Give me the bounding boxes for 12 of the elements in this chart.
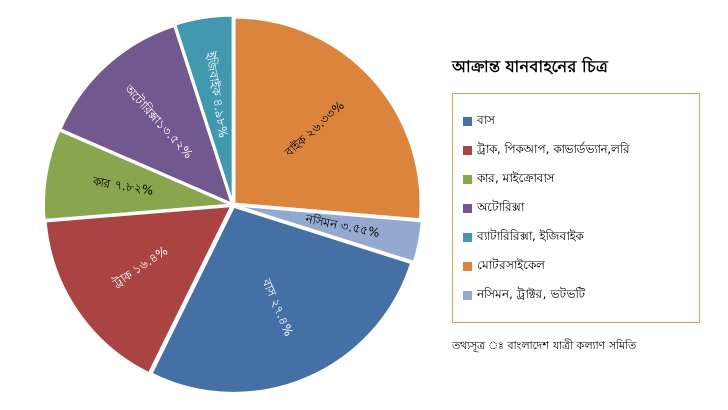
legend-label: কার, মাইক্রোবাস — [477, 170, 555, 187]
legend-label: নসিমন, ট্রাক্টর, ভটভটি — [477, 286, 586, 303]
text: আক্রান্ত যানবাহনের চিত্র — [452, 56, 610, 78]
legend-label: ব্যাটারিরিক্সা, ইজিবাইক — [477, 228, 584, 245]
legend-label: বাস — [477, 112, 495, 129]
data-label: কার ৭.৮২% — [90, 174, 154, 198]
legend-label: মোটরসাইকেল — [477, 256, 545, 274]
legend-label: অটোরিক্সা — [477, 198, 524, 216]
text: তথ্যসূত্র ঃ বাংলাদেশ যাত্রী কল্যাণ সমিতি — [452, 338, 638, 354]
data-label: নসিমন ৩.৫৫% — [304, 211, 381, 240]
data-label: ইজিবাইক ৪.৯৮% — [202, 50, 230, 139]
legend-label: ট্রাক, পিকআপ, কাভার্ডভ্যান,লরি — [477, 140, 630, 158]
